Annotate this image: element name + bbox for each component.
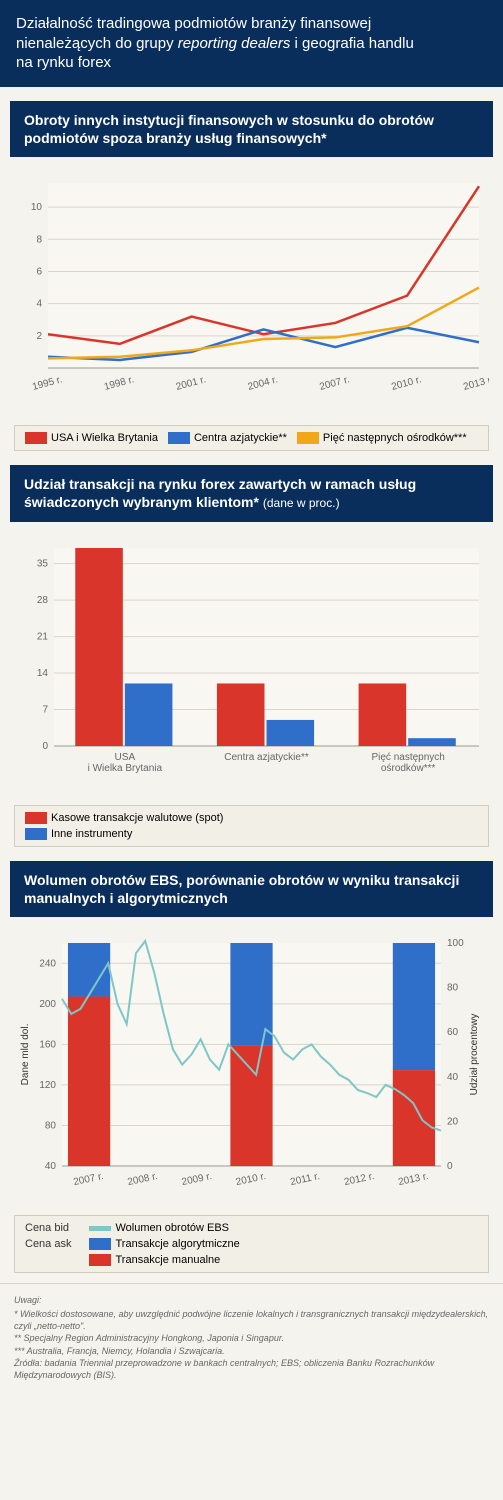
svg-text:2004 r.: 2004 r. [247,374,279,393]
svg-text:Udział procentowy: Udział procentowy [469,1014,480,1096]
legend-col-label: Cena bid [25,1222,71,1234]
legend-swatch [25,828,47,840]
svg-text:Pięć następnych: Pięć następnych [371,752,444,763]
svg-text:2001 r.: 2001 r. [175,374,207,393]
svg-text:2012 r.: 2012 r. [343,1171,375,1188]
header-line2b: i geografia handlu [290,35,413,52]
legend-item: Centra azjatyckie** [168,432,287,444]
chart2-legend: Kasowe transakcje walutowe (spot) Inne in… [14,805,489,847]
legend-swatch [25,812,47,824]
legend-swatch [89,1254,111,1266]
legend-item: Kasowe transakcje walutowe (spot) [25,812,223,824]
note-line: Źródła: badania Triennial przeprowadzone… [14,1357,489,1381]
svg-text:21: 21 [37,631,49,642]
svg-text:1998 r.: 1998 r. [103,374,135,393]
svg-text:Centra azjatyckie**: Centra azjatyckie** [224,752,309,763]
legend-item: USA i Wielka Brytania [25,432,158,444]
page-header: Działalność tradingowa podmiotów branży … [0,0,503,87]
legend-item: Transakcje algorytmiczne [89,1238,478,1250]
header-line3: na rynku forex [16,54,111,71]
svg-text:6: 6 [36,266,42,277]
notes-title: Uwagi: [14,1294,489,1306]
svg-text:Dane mld dol.: Dane mld dol. [20,1024,31,1086]
svg-text:160: 160 [39,1039,56,1050]
svg-text:14: 14 [37,668,49,679]
legend-label: Pięć następnych ośrodków*** [323,432,467,444]
svg-text:2: 2 [36,331,42,342]
legend-item: Transakcje manualne [89,1254,478,1266]
chart2-title-main: Udział transakcji na rynku forex zawarty… [24,476,416,510]
svg-text:0: 0 [447,1161,453,1172]
chart1-legend: USA i Wielka Brytania Centra azjatyckie**… [14,425,489,451]
svg-text:2007 r.: 2007 r. [72,1171,104,1188]
legend-item: Pięć następnych ośrodków*** [297,432,467,444]
chart3-title: Wolumen obrotów EBS, porównanie obrotów … [10,861,493,917]
note-line: ** Specjalny Region Administracyjny Hong… [14,1332,489,1344]
bar-chart: 0 7 14 21 28 35 USAi Wielka Brytania Centra azj… [14,538,489,788]
svg-text:40: 40 [447,1072,459,1083]
legend-swatch [168,432,190,444]
svg-text:200: 200 [39,999,56,1010]
svg-text:ośrodków***: ośrodków*** [381,763,436,774]
chart2-title: Udział transakcji na rynku forex zawarty… [10,465,493,522]
svg-text:7: 7 [42,704,48,715]
svg-text:40: 40 [45,1161,57,1172]
header-line2em: reporting dealers [178,35,291,52]
chart2-wrap: 0 7 14 21 28 35 USAi Wielka Brytania Centra azj… [0,530,503,799]
svg-text:80: 80 [447,983,459,994]
svg-text:USA: USA [115,752,136,763]
legend-label: Transakcje algorytmiczne [115,1238,239,1250]
legend-swatch [297,432,319,444]
svg-text:2010 r.: 2010 r. [390,374,422,393]
legend-label: Transakcje manualne [115,1254,220,1266]
svg-text:1995 r.: 1995 r. [31,374,63,393]
legend-swatch [25,432,47,444]
note-line: *** Australia, Francja, Niemcy, Holandia… [14,1345,489,1357]
svg-text:10: 10 [31,202,43,213]
svg-text:2007 r.: 2007 r. [318,374,350,393]
legend-label: Centra azjatyckie** [194,432,287,444]
svg-text:i Wielka Brytania: i Wielka Brytania [88,763,163,774]
svg-text:240: 240 [39,958,56,969]
svg-text:60: 60 [447,1027,459,1038]
header-line2a: nienależących do grupy [16,35,178,52]
svg-text:35: 35 [37,558,49,569]
legend-label: Inne instrumenty [51,828,132,840]
line-chart: 2 4 6 8 10 1995 r. 1998 r. 2001 r. 2004 r. 2007 r… [14,173,489,408]
svg-text:2013 r.: 2013 r. [397,1171,429,1188]
svg-text:20: 20 [447,1116,459,1127]
combo-chart: 40 80 120 160 200 240 0 20 40 60 80 100 Dane mld dol… [14,933,489,1198]
svg-text:120: 120 [39,1080,56,1091]
svg-text:28: 28 [37,595,49,606]
legend-col-label: Cena ask [25,1238,71,1250]
svg-text:0: 0 [42,741,48,752]
svg-text:2009 r.: 2009 r. [181,1171,213,1188]
svg-text:8: 8 [36,234,42,245]
legend-item: Inne instrumenty [25,828,132,840]
header-line1: Działalność tradingowa podmiotów branży … [16,15,371,32]
svg-text:2010 r.: 2010 r. [235,1171,267,1188]
legend-swatch [89,1238,111,1250]
legend-label: USA i Wielka Brytania [51,432,158,444]
legend-label: Kasowe transakcje walutowe (spot) [51,812,223,824]
svg-text:2011 r.: 2011 r. [289,1171,320,1188]
note-line: * Wielkości dostosowane, aby uwzględnić … [14,1308,489,1332]
chart1-wrap: 2 4 6 8 10 1995 r. 1998 r. 2001 r. 2004 r. 2007 r… [0,165,503,419]
chart3-wrap: 40 80 120 160 200 240 0 20 40 60 80 100 Dane mld dol… [0,925,503,1209]
notes: Uwagi: * Wielkości dostosowane, aby uwzg… [0,1283,503,1395]
svg-text:4: 4 [36,299,42,310]
chart2-title-sub: (dane w proc.) [263,496,340,510]
svg-text:2008 r.: 2008 r. [127,1171,159,1188]
svg-text:100: 100 [447,938,464,949]
svg-text:2013 r.: 2013 r. [462,374,489,393]
legend-swatch [89,1226,111,1231]
legend-label: Wolumen obrotów EBS [115,1222,229,1234]
chart3-legend: Cena bid Wolumen obrotów EBS Cena ask Trans… [14,1215,489,1273]
chart1-title: Obroty innych instytucji finansowych w s… [10,101,493,157]
legend-item: Wolumen obrotów EBS [89,1222,478,1234]
svg-text:80: 80 [45,1120,57,1131]
